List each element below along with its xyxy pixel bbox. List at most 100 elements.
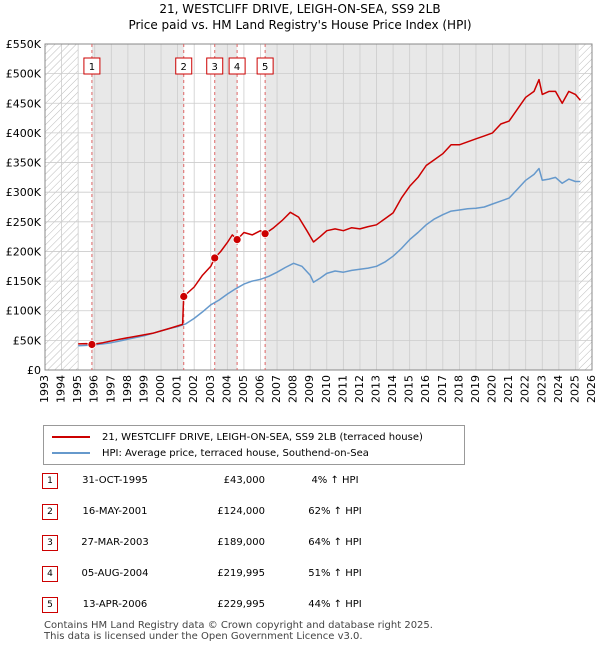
sale-date: 16-MAY-2001 [82, 506, 148, 517]
x-tick-label: 2006 [253, 375, 266, 403]
sale-hpi-change: 62% ↑ HPI [308, 506, 362, 517]
sale-price: £124,000 [217, 506, 265, 517]
footer: Contains HM Land Registry data © Crown c… [44, 620, 433, 642]
x-tick-label: 2009 [303, 375, 316, 403]
x-tick-label: 1996 [88, 375, 101, 403]
x-tick-label: 2025 [568, 375, 581, 403]
x-tick-label: 2002 [187, 375, 200, 403]
ownership-band [91, 44, 184, 370]
y-tick-label: £50K [13, 334, 42, 347]
x-tick-label: 2011 [336, 375, 349, 403]
sale-label-text: 2 [181, 62, 187, 73]
chart-subtitle: Price paid vs. HM Land Registry's House … [128, 18, 472, 32]
y-tick-label: £550K [6, 38, 42, 51]
sale-label-text: 5 [262, 62, 268, 73]
sale-point [260, 229, 270, 239]
x-tick-label: 2014 [386, 375, 399, 403]
sale-hpi-change: 4% ↑ HPI [311, 475, 359, 486]
x-tick-label: 2012 [353, 375, 366, 403]
price-chart: £0 £50K £100K £150K £200K £250K £300K £350K £400… [6, 38, 598, 403]
sale-label-box [206, 57, 224, 75]
x-tick-label: 2017 [436, 375, 449, 403]
y-tick-label: £400K [6, 127, 42, 140]
sale-price: £189,000 [217, 537, 265, 548]
sale-point [87, 340, 97, 349]
sale-hpi-change: 44% ↑ HPI [308, 599, 362, 610]
x-tick-label: 2005 [237, 375, 250, 403]
x-tick-label: 1997 [104, 375, 117, 403]
x-tick-label: 2010 [320, 375, 333, 403]
x-tick-label: 2021 [502, 375, 515, 403]
sale-point [210, 253, 220, 263]
sale-point [232, 235, 242, 245]
y-tick-label: £100K [6, 305, 42, 318]
x-tick-label: 1993 [38, 375, 51, 403]
x-tick-label: 1994 [55, 375, 68, 403]
x-tick-label: 1995 [71, 375, 84, 403]
sale-label-box [175, 57, 193, 75]
x-tick-label: 2020 [486, 375, 499, 403]
sale-date: 13-APR-2006 [82, 599, 148, 610]
sale-label-text: 1 [89, 62, 95, 73]
sale-date: 27-MAR-2003 [81, 537, 149, 548]
x-tick-label: 1999 [137, 375, 150, 403]
hatched-region [578, 44, 592, 370]
footer-licence: This data is licensed under the Open Gov… [44, 631, 363, 642]
sale-row: 4 05-AUG-2004 £219,995 51% ↑ HPI [0, 566, 600, 586]
property-price-line [78, 78, 581, 346]
x-tick-label: 2004 [220, 375, 233, 403]
sale-number-badge: 3 [42, 535, 58, 551]
y-tick-label: £300K [6, 186, 42, 199]
plot-frame [44, 43, 593, 371]
sale-label-box [83, 57, 101, 75]
x-tick-label: 1998 [121, 375, 134, 403]
legend-property-swatch [52, 436, 90, 438]
sale-number-badge: 4 [42, 566, 58, 582]
sale-date: 05-AUG-2004 [81, 568, 149, 579]
x-tick-label: 2003 [204, 375, 217, 403]
sale-price: £43,000 [223, 475, 265, 486]
x-tick-label: 2024 [552, 375, 565, 403]
x-tick-label: 2016 [419, 375, 432, 403]
y-tick-label: £250K [6, 216, 42, 229]
ownership-band [265, 44, 579, 370]
y-tick-label: £0 [27, 364, 41, 377]
sale-hpi-change: 51% ↑ HPI [308, 568, 362, 579]
sale-label-text: 4 [234, 62, 240, 73]
x-tick-label: 2022 [519, 375, 532, 403]
y-tick-label: £200K [6, 245, 42, 258]
sale-point [179, 292, 189, 301]
x-tick-label: 2000 [154, 375, 167, 403]
sale-row: 1 31-OCT-1995 £43,000 4% ↑ HPI [0, 473, 600, 493]
sale-label-box [256, 57, 274, 75]
y-tick-label: £500K [6, 68, 42, 81]
sale-number-badge: 2 [42, 504, 58, 520]
y-tick-label: £350K [6, 157, 42, 170]
x-tick-label: 2023 [535, 375, 548, 403]
sale-row: 3 27-MAR-2003 £189,000 64% ↑ HPI [0, 535, 600, 555]
x-tick-label: 2019 [469, 375, 482, 403]
x-tick-label: 2026 [585, 375, 598, 403]
sale-hpi-change: 64% ↑ HPI [308, 537, 362, 548]
x-tick-label: 2013 [370, 375, 383, 403]
y-tick-label: £150K [6, 275, 42, 288]
sale-number-badge: 1 [42, 473, 58, 489]
y-tick-label: £450K [6, 97, 42, 110]
sale-price: £219,995 [217, 568, 265, 579]
sale-date: 31-OCT-1995 [82, 475, 148, 486]
x-tick-label: 2015 [403, 375, 416, 403]
x-tick-label: 2007 [270, 375, 283, 403]
legend-hpi-swatch [52, 452, 90, 454]
x-tick-label: 2008 [287, 375, 300, 403]
sale-row: 2 16-MAY-2001 £124,000 62% ↑ HPI [0, 504, 600, 524]
legend: 21, WESTCLIFF DRIVE, LEIGH-ON-SEA, SS9 2… [43, 425, 465, 465]
x-tick-label: 2001 [171, 375, 184, 403]
x-tick-label: 2018 [452, 375, 465, 403]
sale-label-text: 3 [212, 62, 218, 73]
sale-row: 5 13-APR-2006 £229,995 44% ↑ HPI [0, 597, 600, 617]
legend-hpi-label: HPI: Average price, terraced house, Sout… [102, 447, 369, 459]
footer-copyright: Contains HM Land Registry data © Crown c… [44, 620, 433, 631]
chart-title: 21, WESTCLIFF DRIVE, LEIGH-ON-SEA, SS9 2… [159, 2, 441, 16]
legend-property-label: 21, WESTCLIFF DRIVE, LEIGH-ON-SEA, SS9 2… [102, 431, 423, 443]
sale-label-box [228, 57, 246, 75]
